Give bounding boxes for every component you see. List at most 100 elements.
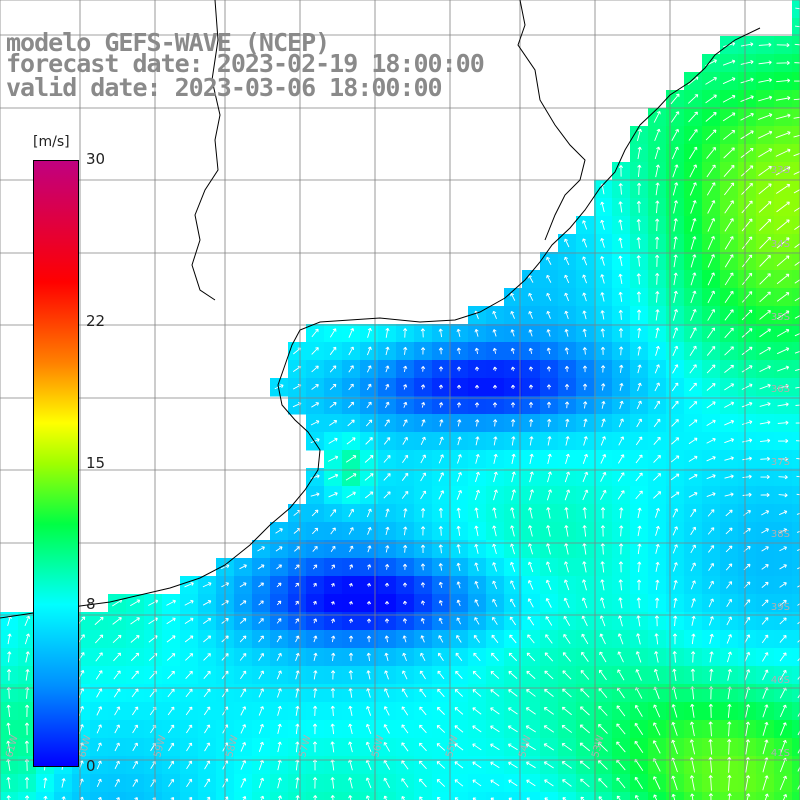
wind-arrow: [761, 581, 769, 588]
wind-arrow: [722, 59, 736, 66]
field-cell: [468, 792, 487, 800]
wind-arrow: [778, 456, 789, 462]
wind-arrow: [654, 128, 661, 142]
wind-arrow: [759, 273, 771, 285]
wind-arrow: [508, 652, 518, 662]
wind-arrow: [617, 669, 625, 681]
wind-arrow: [454, 761, 464, 769]
wind-arrow: [600, 310, 605, 320]
wind-arrow: [329, 328, 337, 338]
wind-arrow: [707, 290, 715, 304]
wind-arrow: [438, 563, 443, 571]
wind-arrow: [564, 310, 569, 320]
field-cell: [792, 594, 800, 613]
wind-arrow: [779, 739, 787, 754]
wind-arrow: [474, 329, 479, 337]
wind-arrow: [653, 704, 661, 718]
wind-arrow: [691, 633, 696, 645]
wind-arrow: [348, 723, 353, 735]
wind-arrow: [690, 508, 697, 518]
wind-arrow: [655, 218, 660, 232]
wind-arrow: [690, 272, 697, 286]
wind-arrow: [545, 634, 553, 644]
wind-arrow: [797, 711, 800, 717]
wind-arrow: [508, 779, 518, 787]
wind-arrow: [276, 600, 282, 606]
wind-arrow: [582, 220, 588, 230]
wind-arrow: [706, 401, 716, 409]
wind-arrow: [796, 512, 800, 515]
wind-arrow: [295, 635, 300, 643]
wind-arrow: [385, 545, 390, 553]
wind-arrow: [741, 401, 753, 408]
wind-arrow: [258, 723, 264, 734]
wind-arrow: [583, 436, 588, 446]
wind-arrow: [797, 675, 800, 680]
wind-arrow: [673, 562, 678, 572]
wind-arrow: [635, 669, 642, 681]
wind-arrow: [166, 617, 176, 625]
wind-arrow: [438, 402, 444, 408]
wind-arrow: [527, 634, 535, 644]
wind-arrow: [510, 580, 516, 590]
wind-arrow: [77, 652, 85, 662]
wind-arrow: [24, 777, 30, 789]
wind-arrow: [456, 581, 461, 589]
wind-arrow: [724, 327, 734, 339]
wind-arrow: [294, 564, 300, 570]
wind-arrow: [688, 437, 698, 445]
wind-arrow: [581, 597, 588, 609]
wind-arrow: [456, 347, 461, 355]
wind-arrow: [365, 777, 372, 789]
wind-arrow: [528, 329, 533, 337]
wind-arrow: [313, 687, 318, 698]
wind-arrow: [490, 743, 500, 751]
wind-arrow: [706, 345, 716, 356]
wind-arrow: [384, 635, 389, 643]
wind-arrow: [203, 653, 211, 661]
wind-arrow: [740, 95, 754, 102]
wind-arrow: [313, 618, 318, 624]
field-cell: [72, 792, 91, 800]
wind-arrow: [258, 741, 264, 752]
wind-arrow: [546, 384, 552, 390]
wind-arrow: [6, 777, 11, 789]
wind-arrow: [709, 651, 714, 663]
wind-arrow: [385, 508, 390, 518]
title-forecast-date: forecast date: 2023-02-19 18:00:00: [6, 49, 485, 78]
wind-arrow: [655, 309, 660, 321]
wind-arrow: [276, 635, 282, 643]
wind-arrow: [671, 128, 679, 141]
wind-arrow: [619, 507, 624, 519]
wind-arrow: [759, 236, 771, 249]
wind-arrow: [654, 382, 660, 392]
wind-arrow: [492, 329, 497, 337]
wind-arrow: [401, 796, 406, 800]
wind-arrow: [727, 775, 732, 791]
wind-arrow: [510, 402, 516, 408]
wind-arrow: [545, 561, 552, 573]
wind-arrow: [330, 687, 336, 698]
wind-arrow: [348, 652, 354, 661]
wind-arrow: [671, 437, 680, 445]
wind-arrow: [564, 328, 569, 337]
wind-arrow: [635, 454, 643, 464]
wind-arrow: [794, 25, 800, 28]
field-cell: [270, 792, 289, 800]
wind-arrow: [491, 652, 499, 662]
wind-arrow: [782, 793, 788, 800]
wind-arrow: [760, 492, 770, 498]
wind-arrow: [420, 436, 426, 446]
wind-arrow: [277, 705, 282, 716]
wind-arrow: [670, 111, 680, 123]
wind-arrow: [96, 778, 102, 788]
wind-arrow: [636, 309, 642, 321]
wind-arrow: [776, 237, 790, 249]
wind-arrow: [708, 580, 714, 590]
colorbar-unit: [m/s]: [33, 134, 70, 150]
wind-arrow: [132, 778, 138, 787]
wind-arrow: [546, 525, 551, 537]
wind-arrow: [655, 291, 660, 303]
latitude-label: 41S: [771, 748, 790, 759]
wind-arrow: [581, 633, 589, 645]
